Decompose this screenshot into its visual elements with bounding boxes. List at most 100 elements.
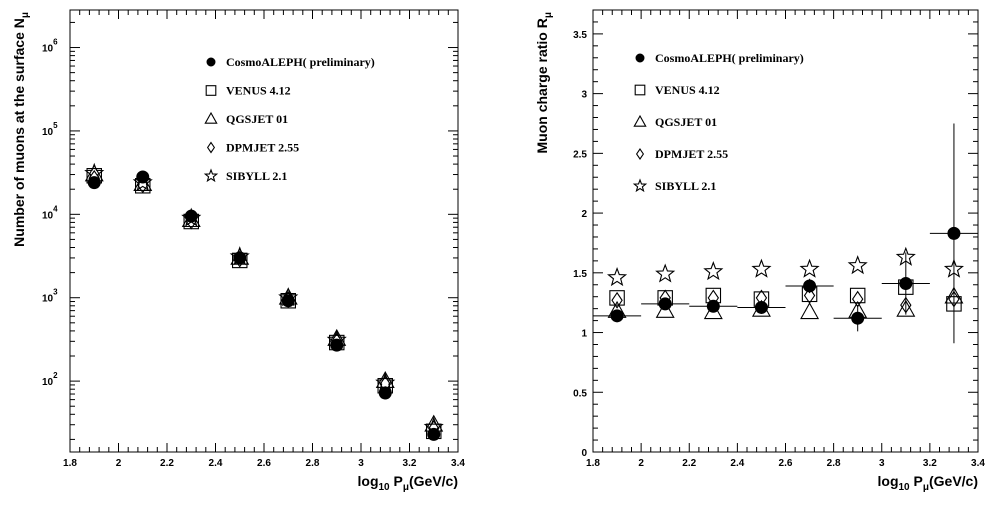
x-tick-label: 3.4 [971, 458, 985, 469]
data-point-open-square [609, 290, 625, 306]
legend-marker-open-star [632, 178, 648, 193]
data-point-open-diamond [379, 375, 391, 393]
y-tick-label: 0 [581, 448, 587, 459]
x-tick-label: 2.4 [730, 458, 744, 469]
legend-label: CosmoALEPH( preliminary) [655, 51, 804, 65]
data-point-open-square [849, 287, 866, 304]
y-axis-title-main: Muon charge ratio R [534, 18, 550, 153]
data-point-open-star [751, 258, 772, 278]
data-point-open-star [943, 258, 964, 278]
data-point-open-star [84, 162, 105, 182]
y-tick-label: 0.5 [573, 388, 587, 399]
y-axis-title-main: Number of muons at the surface N [11, 18, 27, 247]
x-axis-title-sub: 10 [899, 482, 911, 493]
x-axis-title-tail: (GeV/c) [409, 473, 458, 489]
y-tick-label: 1.5 [573, 269, 587, 280]
y-tick-base: 10 [42, 44, 54, 55]
data-point-open-triangle [800, 302, 820, 320]
data-point-open-diamond [707, 289, 720, 307]
data-point-open-star [375, 372, 396, 392]
y-tick-label: 1 [581, 329, 587, 340]
y-axis-title-sub: μ [543, 12, 554, 18]
x-tick-label: 2.4 [209, 458, 223, 469]
data-point-open-diamond [185, 212, 197, 230]
x-tick-label: 2.6 [257, 458, 271, 469]
x-axis-title-mid: P [910, 473, 923, 489]
legend-label: SIBYLL 2.1 [655, 179, 716, 193]
legend: CosmoALEPH( preliminary) VENUS 4.12 QGSJET… [203, 55, 375, 183]
data-point-open-triangle [278, 287, 298, 305]
x-axis-title: log10 Pμ(GeV/c) [878, 473, 979, 493]
data-point-filled-circle [947, 226, 961, 240]
data-point-open-triangle [703, 302, 723, 320]
data-point-open-triangle [848, 300, 868, 318]
legend-label: DPMJET 2.55 [655, 147, 728, 161]
data-point-open-diamond [331, 332, 343, 350]
data-point-open-diamond [137, 176, 149, 194]
y-tick-exponent: 5 [53, 121, 58, 130]
data-point-open-star [799, 258, 820, 278]
data-point-open-diamond [900, 296, 912, 314]
data-point-open-star [703, 261, 724, 281]
legend-marker-open-square [205, 85, 217, 96]
x-tick-label: 2.8 [306, 458, 320, 469]
data-point-filled-circle [610, 309, 624, 323]
x-tick-label: 1.8 [63, 458, 77, 469]
legend-marker-open-triangle [633, 114, 647, 127]
x-axis-title-main: log [358, 473, 379, 489]
legend-marker-open-diamond [635, 148, 645, 160]
data-point-open-diamond [611, 291, 623, 309]
data-point-open-diamond [755, 289, 768, 307]
data-point-filled-circle [803, 279, 817, 293]
x-tick-label: 1.8 [586, 458, 600, 469]
data-point-filled-circle [899, 277, 913, 291]
legend-label: QGSJET 01 [226, 112, 288, 126]
x-axis-title-mid: P [390, 473, 403, 489]
legend-label: DPMJET 2.55 [226, 141, 299, 155]
y-axis-title: Muon charge ratio Rμ [534, 12, 554, 153]
legend: CosmoALEPH( preliminary) VENUS 4.12 QGSJET… [632, 51, 804, 193]
x-axis-title-sub2: μ [403, 482, 409, 493]
data-point-open-diamond [948, 290, 960, 308]
legend-label: VENUS 4.12 [655, 83, 720, 97]
y-tick-label: 106 [42, 38, 58, 55]
legend-marker-open-triangle [204, 111, 218, 124]
x-axis-title: log10 Pμ(GeV/c) [358, 473, 459, 493]
chart-panel-2: 1.8 2 2.2 2.4 2.6 2.8 3 3.2 3.4 0 0.5 1 1.5 2 2.5 3 3.5 l… [534, 9, 985, 493]
legend-label: SIBYLL 2.1 [226, 169, 287, 183]
y-axis-title: Number of muons at the surface Nμ [11, 12, 31, 247]
data-point-open-star [607, 267, 628, 287]
x-axis-title-main: log [878, 473, 899, 489]
data-point-open-diamond [851, 290, 864, 308]
data-point-open-square [232, 252, 248, 269]
plot-frame [592, 9, 979, 453]
data-point-open-star [278, 287, 299, 307]
series-open-diamond [88, 169, 440, 437]
y-tick-exponent: 4 [53, 204, 58, 213]
x-tick-label: 2.6 [779, 458, 793, 469]
x-tick-label: 3 [879, 458, 885, 469]
data-point-open-triangle [944, 286, 964, 304]
series-open-star [84, 162, 444, 436]
y-tick-label: 3 [581, 90, 587, 101]
data-point-open-triangle [230, 247, 250, 265]
y-tick-label: 102 [42, 371, 58, 388]
y-tick-base: 10 [42, 294, 54, 305]
data-point-open-star [655, 263, 676, 283]
x-tick-label: 3.2 [923, 458, 937, 469]
legend-marker-open-diamond [206, 141, 216, 154]
legend-label: CosmoALEPH( preliminary) [226, 55, 375, 69]
data-point-filled-circle [851, 311, 865, 325]
series-open-star [607, 246, 964, 287]
x-tick-label: 3 [358, 458, 364, 469]
x-axis-title-sub: 10 [379, 482, 391, 493]
series-filled-circle [87, 170, 441, 441]
data-point-open-diamond [234, 250, 246, 268]
data-point-open-diamond [88, 169, 100, 187]
y-tick-exponent: 3 [53, 288, 58, 297]
legend-label: VENUS 4.12 [226, 84, 291, 98]
legend-marker-filled-circle [206, 57, 216, 67]
x-tick-label: 3.2 [403, 458, 417, 469]
